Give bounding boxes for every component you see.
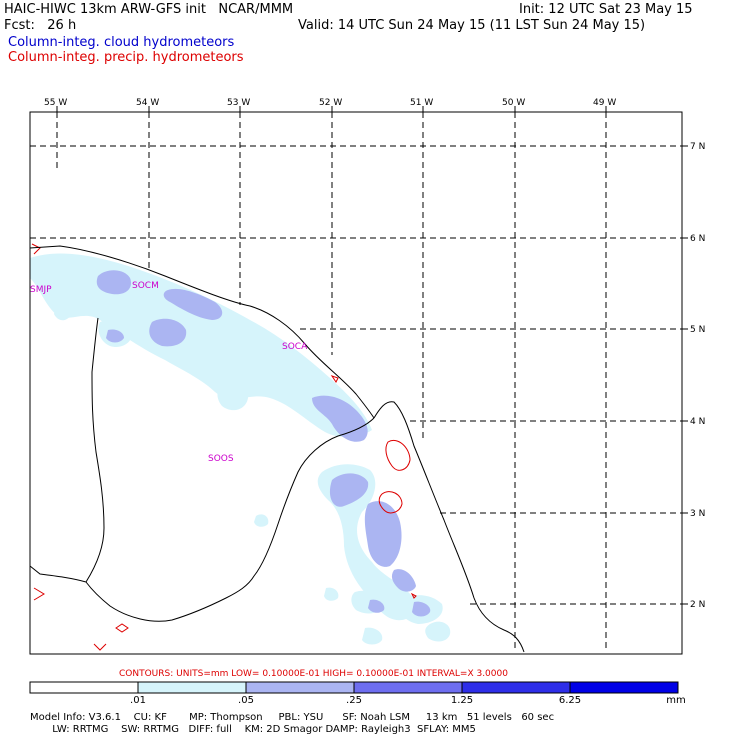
color-bar <box>29 681 679 694</box>
graticule <box>30 112 682 652</box>
lat-ticks <box>682 145 688 605</box>
lon-ticks <box>56 106 607 112</box>
coastline-east <box>373 401 525 653</box>
model-info-line2: LW: RRTMG SW: RRTMG DIFF: full KM: 2D Sm… <box>30 724 476 735</box>
coastline-north <box>29 245 375 419</box>
plot-title: HAIC-HIWC 13km ARW-GFS init NCAR/MMM <box>4 2 294 17</box>
forecast-hour: Fcst: 26 h <box>4 18 77 33</box>
color-bar-bin-5 <box>569 681 679 694</box>
legend-label-4: 6.25 <box>558 695 582 706</box>
valid-time: Valid: 14 UTC Sun 24 May 15 (11 LST Sun … <box>298 18 646 33</box>
field-label-cloud: Column-integ. cloud hydrometeors <box>8 35 235 50</box>
cloud-shading-light <box>30 253 451 645</box>
lat-label-5n: 5 N <box>690 325 705 335</box>
color-bar-bin-2 <box>245 681 355 694</box>
lat-label-4n: 4 N <box>690 417 705 427</box>
lat-label-6n: 6 N <box>690 234 705 244</box>
coastlines-borders <box>29 245 525 653</box>
legend-label-2: .25 <box>346 695 362 706</box>
station-smjp: SMJP <box>30 285 52 295</box>
station-socm: SOCM <box>132 281 159 291</box>
lon-label-49w: 49 W <box>593 98 616 108</box>
map-frame <box>29 111 683 655</box>
lat-label-3n: 3 N <box>690 509 705 519</box>
legend-units: mm <box>666 695 686 706</box>
station-soca: SOCA <box>282 342 308 352</box>
station-soos: SOOS <box>208 454 234 464</box>
border-guyane <box>85 417 375 622</box>
lon-label-50w: 50 W <box>502 98 525 108</box>
precip-contours <box>31 243 417 651</box>
init-time: Init: 12 UTC Sat 23 May 15 <box>519 2 693 17</box>
legend-label-0: .01 <box>130 695 146 706</box>
color-bar-bin-4 <box>461 681 571 694</box>
field-label-precip: Column-integ. precip. hydrometeors <box>8 50 244 65</box>
legend-label-1: .05 <box>238 695 254 706</box>
color-bar-bin-0 <box>29 681 139 694</box>
contour-info: CONTOURS: UNITS=mm LOW= 0.10000E-01 HIGH… <box>119 669 508 679</box>
cloud-shading-medium <box>96 270 431 617</box>
legend-label-3: 1.25 <box>450 695 474 706</box>
border-suriname <box>85 317 105 583</box>
lon-label-52w: 52 W <box>319 98 342 108</box>
lon-label-53w: 53 W <box>227 98 250 108</box>
lon-label-51w: 51 W <box>410 98 433 108</box>
color-bar-bin-3 <box>353 681 463 694</box>
border-south <box>29 565 87 583</box>
lon-label-55w: 55 W <box>44 98 67 108</box>
color-bar-bin-1 <box>137 681 247 694</box>
lat-label-2n: 2 N <box>690 600 705 610</box>
lat-label-7n: 7 N <box>690 142 705 152</box>
lon-label-54w: 54 W <box>136 98 159 108</box>
model-info-line1: Model Info: V3.6.1 CU: KF MP: Thompson P… <box>30 712 555 723</box>
